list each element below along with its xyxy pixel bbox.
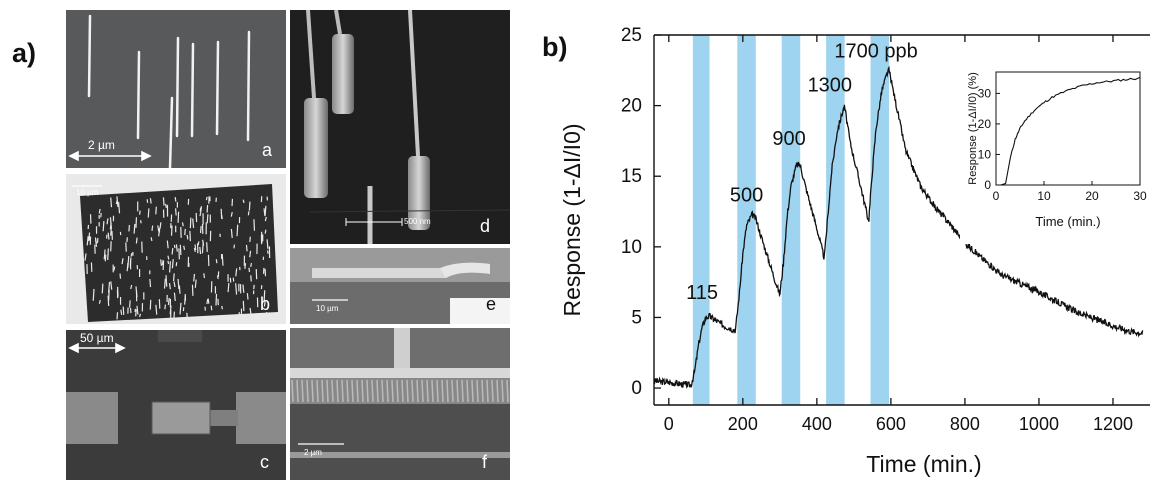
- y-axis-title: Response (1-ΔI/I0): [559, 123, 585, 316]
- inset-x-axis-title: Time (min.): [1035, 214, 1100, 229]
- x-tick-label: 400: [802, 414, 832, 434]
- x-tick-label: 1200: [1093, 414, 1133, 434]
- subpanel-letter: f: [482, 452, 488, 472]
- sem-image-d: 500 nm d: [290, 10, 510, 244]
- y-tick-label: 10: [621, 237, 642, 258]
- exposure-band: [692, 35, 710, 405]
- sem-image-c: 50 µm c: [66, 330, 286, 480]
- subpanel-letter: b: [260, 294, 271, 314]
- inset-y-tick-label: 0: [984, 178, 991, 192]
- panel-b-label: b): [542, 32, 568, 62]
- sem-image-b: 10 µm b: [66, 174, 286, 324]
- device-contacts: [66, 330, 286, 444]
- concentration-label: 1700 ppb: [834, 41, 917, 63]
- inset-x-tick-label: 0: [993, 189, 1000, 203]
- concentration-label: 500: [730, 185, 763, 207]
- inset-y-tick-label: 20: [978, 117, 992, 131]
- y-tick-label: 25: [621, 25, 642, 46]
- scale-bar-label: 50 µm: [80, 331, 114, 345]
- inset-y-tick-label: 10: [978, 147, 992, 161]
- subpanel-letter: a: [262, 140, 273, 160]
- response-series-line: [653, 65, 1144, 389]
- inset-y-tick-label: 30: [978, 86, 992, 100]
- exposure-band: [781, 35, 801, 405]
- scale-bar-label: 2 µm: [88, 138, 115, 152]
- y-tick-label: 15: [621, 166, 642, 187]
- subpanel-letter: c: [260, 452, 269, 472]
- inset-x-tick-label: 10: [1037, 189, 1051, 203]
- sem-image-e: 10 µm e: [290, 248, 510, 324]
- concentration-label: 1300: [808, 74, 853, 96]
- scale-bar-label: 10 µm: [316, 304, 339, 313]
- exposure-band: [870, 35, 890, 405]
- inset-y-axis-title: Response (1-ΔI/I0) (%): [967, 72, 979, 185]
- x-tick-label: 800: [950, 414, 980, 434]
- x-tick-label: 0: [664, 414, 674, 434]
- inset-background: [960, 64, 1146, 244]
- exposure-band: [737, 35, 756, 405]
- subpanel-letter: d: [480, 216, 491, 236]
- scale-bar-label: 500 nm: [404, 217, 431, 226]
- x-tick-label: 600: [876, 414, 906, 434]
- y-tick-label: 20: [621, 96, 642, 117]
- nanowire-strands: [68, 14, 251, 168]
- inset-x-tick-label: 30: [1133, 189, 1147, 203]
- nanowire-chip: [72, 184, 278, 323]
- x-axis-title: Time (min.): [866, 451, 981, 477]
- inset-series-line: [996, 76, 1141, 186]
- x-tick-label: 1000: [1019, 414, 1059, 434]
- scale-bar-label: 2 µm: [304, 448, 322, 457]
- y-tick-label: 5: [631, 307, 642, 328]
- x-tick-label: 200: [728, 414, 758, 434]
- inset-x-tick-label: 20: [1085, 189, 1099, 203]
- suspended-beam: [290, 248, 510, 324]
- sem-image-f: 2 µm f: [290, 328, 510, 480]
- concentration-label: 115: [686, 282, 718, 304]
- inset-frame: [995, 71, 1141, 186]
- sem-image-a: 2 µm a: [66, 10, 286, 168]
- cross-section: [290, 328, 510, 480]
- tapered-nanowires: [304, 10, 510, 244]
- scale-bar-label: 10 µm: [76, 188, 99, 197]
- exposure-band: [826, 35, 845, 405]
- concentration-label: 900: [772, 128, 805, 150]
- panel-a-label: a): [12, 38, 37, 68]
- subpanel-letter: e: [486, 294, 497, 314]
- y-tick-label: 0: [631, 378, 642, 399]
